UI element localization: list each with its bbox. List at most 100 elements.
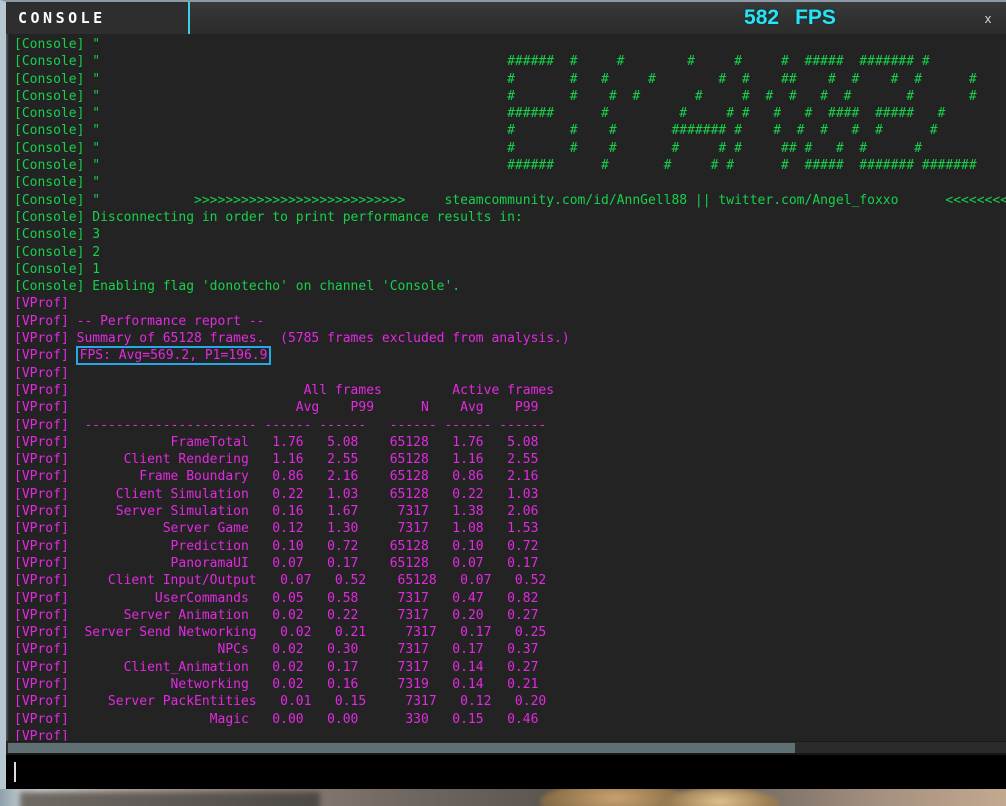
log-channel-prefix: [VProf] [14, 625, 77, 641]
log-channel-prefix: [VProf] [14, 676, 77, 692]
log-channel-prefix: [VProf] [14, 642, 77, 658]
log-line[interactable]: [VProf] PanoramaUI 0.07 0.17 65128 0.07 … [14, 555, 1006, 572]
command-input-row[interactable] [6, 753, 1006, 789]
log-line[interactable]: [VProf] ---------------------- ------ --… [14, 417, 1006, 434]
log-channel-prefix: [VProf] [14, 452, 77, 468]
text-caret [14, 762, 16, 782]
log-channel-prefix: [VProf] [14, 400, 77, 416]
backdrop-decoration [20, 792, 320, 806]
log-text: Disconnecting in order to print performa… [92, 209, 523, 225]
log-line[interactable]: [VProf] UserCommands 0.05 0.58 7317 0.47… [14, 590, 1006, 607]
log-line[interactable]: [Console] " # # # # # # ## # # # # # [14, 71, 1006, 88]
log-text: " >>>>>>>>>>>>>>>>>>>>>>>>>>> steamcommu… [92, 192, 1006, 208]
log-line[interactable]: [VProf] FPS: Avg=569.2, P1=196.9 [14, 346, 1006, 366]
log-text: 3 [92, 227, 101, 243]
close-icon[interactable]: x [984, 10, 992, 26]
log-text: UserCommands 0.05 0.58 7317 0.47 0.82 [76, 590, 539, 606]
log-line[interactable]: [VProf] Client Input/Output 0.07 0.52 65… [14, 572, 1006, 589]
log-line[interactable]: [Console] " # # # ####### # # # # # # # [14, 122, 1006, 139]
log-line[interactable]: [VProf] [14, 365, 1006, 382]
log-line[interactable]: [Console] " ###### # # # # # # #### ####… [14, 105, 1006, 122]
log-text: 2 [92, 244, 101, 260]
log-line[interactable]: [VProf] [14, 295, 1006, 312]
tab-console[interactable]: CONSOLE [6, 2, 190, 34]
log-text: Client_Animation 0.02 0.17 7317 0.14 0.2… [76, 659, 539, 675]
log-text: -- Performance report -- [76, 313, 265, 329]
log-line[interactable]: [VProf] Server PackEntities 0.01 0.15 73… [14, 693, 1006, 710]
fps-value: 582 [744, 6, 780, 29]
log-line[interactable]: [Console] " ###### # # # # # ##### #####… [14, 157, 1006, 174]
log-text: Server Send Networking 0.02 0.21 7317 0.… [76, 625, 547, 641]
log-line[interactable]: [VProf] All frames Active frames [14, 382, 1006, 399]
log-line[interactable]: [VProf] Networking 0.02 0.16 7319 0.14 0… [14, 676, 1006, 693]
log-text: Client Simulation 0.22 1.03 65128 0.22 1… [76, 486, 539, 502]
log-line[interactable]: [VProf] Server Game 0.12 1.30 7317 1.08 … [14, 520, 1006, 537]
page-title: CONSOLE [18, 9, 106, 27]
log-text: FrameTotal 1.76 5.08 65128 1.76 5.08 [76, 434, 539, 450]
fps-readout: 582 FPS [744, 2, 836, 34]
log-line[interactable]: [VProf] NPCs 0.02 0.30 7317 0.17 0.37 [14, 641, 1006, 658]
log-line[interactable]: [VProf] -- Performance report -- [14, 313, 1006, 330]
log-channel-prefix: [Console] [14, 227, 93, 243]
log-line[interactable]: [Console] 1 [14, 261, 1006, 278]
log-channel-prefix: [Console] [14, 71, 93, 87]
log-line[interactable]: [Console] " [14, 174, 1006, 191]
log-line[interactable]: [Console] " ###### # # # # # ##### #####… [14, 53, 1006, 70]
log-line[interactable]: [VProf] Frame Boundary 0.86 2.16 65128 0… [14, 468, 1006, 485]
log-line[interactable]: [VProf] Summary of 65128 frames. (5785 f… [14, 330, 1006, 347]
selected-log-text[interactable]: FPS: Avg=569.2, P1=196.9 [75, 346, 272, 366]
log-line[interactable]: [VProf] Server Send Networking 0.02 0.21… [14, 624, 1006, 641]
log-line[interactable]: [VProf] Avg P99 N Avg P99 [14, 399, 1006, 416]
log-text: NPCs 0.02 0.30 7317 0.17 0.37 [76, 642, 539, 658]
log-text: Server Animation 0.02 0.22 7317 0.20 0.2… [76, 607, 539, 623]
log-line[interactable]: [VProf] FrameTotal 1.76 5.08 65128 1.76 … [14, 434, 1006, 451]
log-channel-prefix: [Console] [14, 244, 93, 260]
log-line[interactable]: [VProf] Client Simulation 0.22 1.03 6512… [14, 486, 1006, 503]
log-line[interactable]: [VProf] Client Rendering 1.16 2.55 65128… [14, 451, 1006, 468]
log-line[interactable]: [VProf] [14, 728, 1006, 741]
log-text: " [92, 175, 101, 191]
log-channel-prefix: [VProf] [14, 313, 77, 329]
log-line[interactable]: [Console] Disconnecting in order to prin… [14, 209, 1006, 226]
log-line[interactable]: [VProf] Server Animation 0.02 0.22 7317 … [14, 607, 1006, 624]
log-channel-prefix: [VProf] [14, 555, 77, 571]
log-line[interactable]: [Console] 3 [14, 226, 1006, 243]
log-text: Enabling flag 'donotecho' on channel 'Co… [92, 279, 461, 295]
log-channel-prefix: [Console] [14, 175, 93, 191]
log-text: Avg P99 N Avg P99 [76, 400, 539, 416]
log-line[interactable]: [Console] Enabling flag 'donotecho' on c… [14, 278, 1006, 295]
log-channel-prefix: [VProf] [14, 538, 77, 554]
log-channel-prefix: [VProf] [14, 711, 77, 727]
console-log-area[interactable]: [Console] " [Console] " ###### # # # # # … [6, 34, 1006, 741]
log-line[interactable]: [VProf] Client_Animation 0.02 0.17 7317 … [14, 659, 1006, 676]
log-line[interactable]: [Console] " # # # # # # ## # # # # [14, 140, 1006, 157]
log-channel-prefix: [Console] [14, 106, 93, 122]
log-channel-prefix: [VProf] [14, 694, 77, 710]
log-channel-prefix: [Console] [14, 140, 93, 156]
log-line[interactable]: [VProf] Prediction 0.10 0.72 65128 0.10 … [14, 538, 1006, 555]
log-text: Magic 0.00 0.00 330 0.15 0.46 [76, 711, 539, 727]
log-line[interactable]: [VProf] Server Simulation 0.16 1.67 7317… [14, 503, 1006, 520]
log-channel-prefix: [Console] [14, 158, 93, 174]
log-line[interactable]: [Console] 2 [14, 244, 1006, 261]
log-line[interactable]: [VProf] Magic 0.00 0.00 330 0.15 0.46 [14, 711, 1006, 728]
horizontal-scrollbar-thumb[interactable] [8, 743, 795, 753]
log-line[interactable]: [Console] " [14, 36, 1006, 53]
log-channel-prefix: [VProf] [14, 607, 77, 623]
log-text: " # # # ####### # # # # # # # [92, 123, 938, 139]
log-text: Client Rendering 1.16 2.55 65128 1.16 2.… [76, 452, 539, 468]
log-line[interactable]: [Console] " # # # # # # # # # # # # [14, 88, 1006, 105]
log-channel-prefix: [VProf] [14, 521, 77, 537]
log-channel-prefix: [VProf] [14, 331, 77, 347]
log-channel-prefix: [VProf] [14, 590, 77, 606]
log-text: " # # # # # # ## # # # # # [92, 71, 977, 87]
horizontal-scrollbar-track[interactable] [6, 741, 1006, 753]
log-line[interactable]: [Console] " >>>>>>>>>>>>>>>>>>>>>>>>>>> … [14, 192, 1006, 209]
log-channel-prefix: [VProf] [14, 434, 77, 450]
log-text: Server Simulation 0.16 1.67 7317 1.38 2.… [76, 504, 539, 520]
log-channel-prefix: [VProf] [14, 659, 77, 675]
log-text: All frames Active frames [76, 382, 555, 398]
log-channel-prefix: [VProf] [14, 469, 77, 485]
log-channel-prefix: [VProf] [14, 365, 77, 381]
log-channel-prefix: [VProf] [14, 296, 77, 312]
